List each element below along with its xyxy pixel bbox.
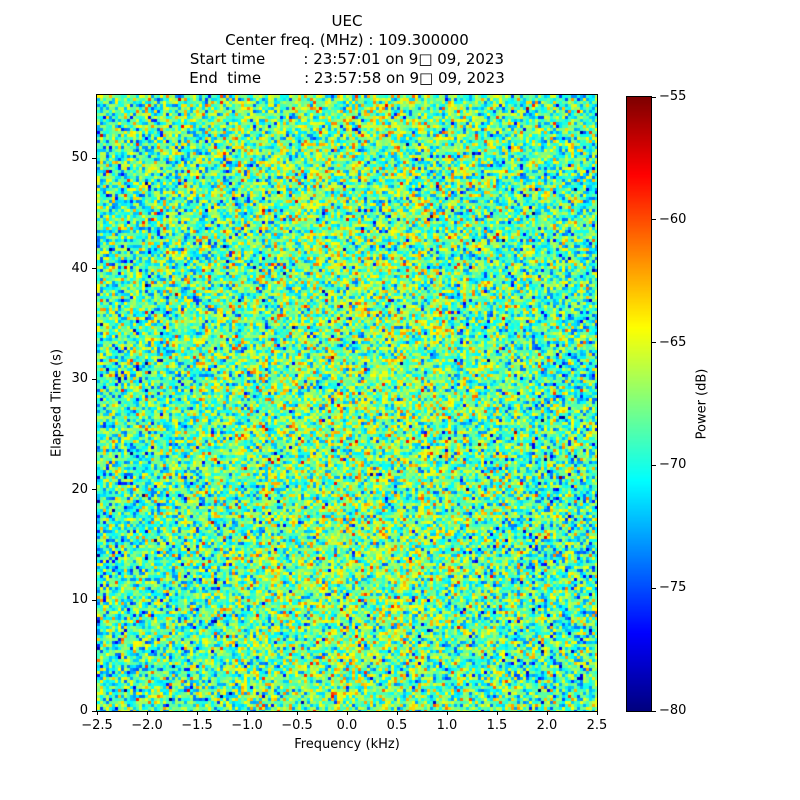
y-tick-label: 30 — [71, 371, 88, 387]
x-tick-mark — [446, 711, 448, 715]
y-tick-label: 50 — [71, 150, 88, 166]
colorbar-tick-label: −55 — [659, 89, 687, 104]
x-tick-label: 2.5 — [586, 718, 608, 733]
x-tick-mark — [246, 711, 248, 715]
x-tick-label: −1.5 — [181, 718, 213, 733]
colorbar-tick-mark — [652, 219, 656, 221]
colorbar-label: Power (dB) — [694, 368, 710, 440]
end-time-line: End time : 23:57:58 on 9□ 09, 2023 — [189, 69, 505, 87]
x-tick-mark — [96, 711, 98, 715]
colorbar-tick-label: −65 — [659, 334, 687, 350]
x-tick-mark — [496, 711, 498, 715]
center-freq-line: Center freq. (MHz) : 109.300000 — [225, 31, 469, 49]
colorbar-canvas — [627, 97, 651, 711]
colorbar-tick-mark — [652, 710, 656, 712]
x-tick-mark — [346, 711, 348, 715]
x-tick-label: 1.5 — [486, 718, 508, 733]
x-axis-label: Frequency (kHz) — [294, 737, 400, 752]
heatmap-plot — [96, 94, 598, 712]
chart-title: UEC — [331, 12, 363, 30]
y-tick-mark — [92, 710, 96, 712]
title-block: UEC Center freq. (MHz) : 109.300000 Star… — [97, 12, 597, 88]
x-tick-label: 2.0 — [536, 718, 558, 733]
y-tick-mark — [92, 378, 96, 380]
colorbar-tick-mark — [652, 587, 656, 589]
x-tick-label: −2.0 — [131, 718, 163, 733]
x-tick-mark — [596, 711, 598, 715]
heatmap-canvas — [97, 95, 597, 711]
x-tick-mark — [196, 711, 198, 715]
x-tick-label: 0.5 — [386, 718, 408, 733]
y-tick-mark — [92, 268, 96, 270]
x-tick-mark — [296, 711, 298, 715]
x-tick-label: 1.0 — [436, 718, 458, 733]
y-tick-mark — [92, 489, 96, 491]
y-tick-label: 20 — [71, 481, 88, 497]
x-tick-label: 0.0 — [336, 718, 358, 733]
y-tick-mark — [92, 599, 96, 601]
start-time-line: Start time : 23:57:01 on 9□ 09, 2023 — [189, 50, 505, 68]
colorbar-tick-label: −70 — [659, 457, 687, 473]
y-tick-label: 0 — [79, 703, 88, 718]
colorbar-tick-label: −60 — [659, 211, 687, 227]
y-tick-mark — [92, 157, 96, 159]
colorbar-tick-label: −75 — [659, 580, 687, 596]
x-tick-label: −1.0 — [231, 718, 263, 733]
colorbar-tick-mark — [652, 464, 656, 466]
x-tick-mark — [146, 711, 148, 715]
colorbar — [626, 96, 652, 712]
x-tick-label: −2.5 — [81, 718, 113, 733]
x-tick-mark — [546, 711, 548, 715]
colorbar-tick-mark — [652, 342, 656, 344]
x-tick-label: −0.5 — [281, 718, 313, 733]
colorbar-tick-label: −80 — [659, 703, 687, 718]
y-tick-label: 10 — [71, 592, 88, 608]
y-tick-label: 40 — [71, 260, 88, 276]
y-axis-label: Elapsed Time (s) — [49, 348, 65, 458]
colorbar-tick-mark — [652, 96, 656, 98]
x-tick-mark — [396, 711, 398, 715]
